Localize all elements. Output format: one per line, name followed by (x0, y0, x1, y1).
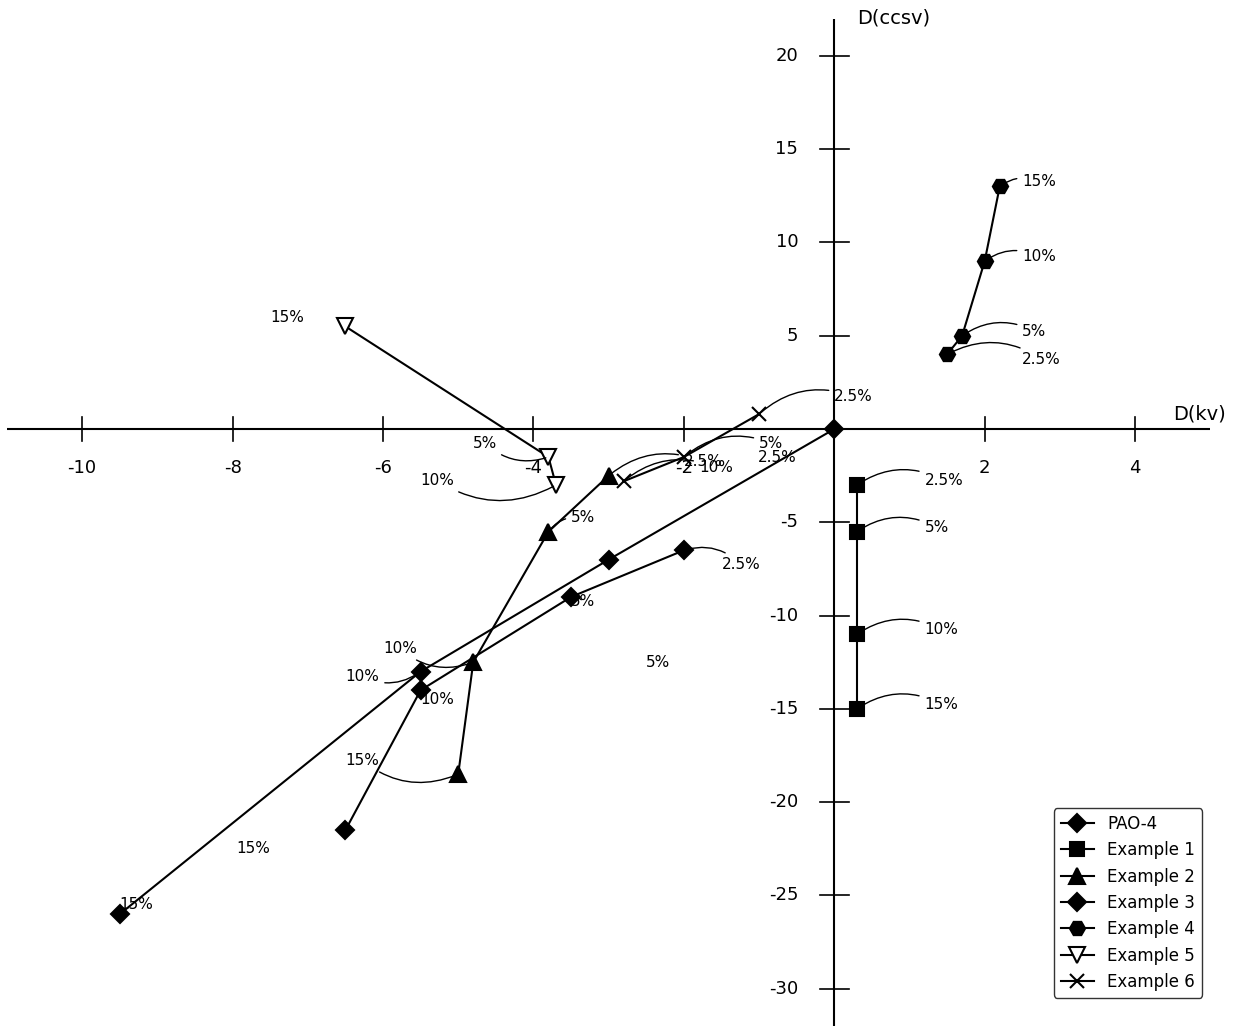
Text: -4: -4 (525, 460, 542, 477)
Line: PAO-4: PAO-4 (114, 422, 841, 920)
Text: 2.5%: 2.5% (859, 470, 963, 488)
PAO-4 (601, 554, 616, 566)
Text: 15%: 15% (346, 753, 455, 782)
Text: -20: -20 (769, 793, 799, 811)
Text: 15%: 15% (120, 898, 154, 912)
Text: 5%: 5% (474, 436, 546, 461)
PAO-4 (413, 665, 428, 678)
Text: 2.5%: 2.5% (761, 389, 873, 412)
Example 3 (676, 544, 691, 557)
Text: 5%: 5% (965, 322, 1047, 339)
Text: -25: -25 (769, 886, 799, 905)
Text: 15%: 15% (270, 310, 304, 324)
Line: Example 2: Example 2 (450, 468, 616, 782)
Line: Example 1: Example 1 (849, 478, 864, 716)
Text: 2.5%: 2.5% (611, 453, 723, 474)
Example 3 (564, 591, 579, 603)
Example 4 (992, 181, 1007, 193)
Text: 2.5%: 2.5% (950, 343, 1061, 367)
Text: -10: -10 (769, 606, 799, 625)
Text: -30: -30 (769, 979, 799, 998)
Text: 5%: 5% (551, 510, 595, 530)
Line: Example 5: Example 5 (337, 319, 564, 493)
Example 1 (849, 526, 864, 538)
Text: 10%: 10% (987, 249, 1056, 264)
Example 4 (955, 330, 970, 342)
Line: Example 4: Example 4 (940, 179, 1007, 362)
Text: -2: -2 (675, 460, 693, 477)
Text: 5%: 5% (572, 594, 595, 609)
Text: 10%: 10% (346, 669, 418, 684)
Text: 2: 2 (978, 460, 991, 477)
Example 5 (541, 450, 556, 463)
Text: 10: 10 (775, 233, 799, 251)
Line: Example 6: Example 6 (616, 407, 766, 489)
PAO-4 (113, 908, 128, 920)
Text: -8: -8 (223, 460, 242, 477)
Example 1 (849, 628, 864, 640)
Example 6 (616, 475, 631, 488)
Line: Example 3: Example 3 (340, 544, 691, 837)
Text: 4: 4 (1130, 460, 1141, 477)
Text: 15%: 15% (859, 694, 959, 712)
Text: -15: -15 (769, 700, 799, 718)
Text: 5%: 5% (859, 518, 949, 535)
Text: 2.5%: 2.5% (687, 547, 760, 572)
Legend: PAO-4, Example 1, Example 2, Example 3, Example 4, Example 5, Example 6: PAO-4, Example 1, Example 2, Example 3, … (1054, 808, 1202, 998)
Text: 15%: 15% (237, 841, 270, 856)
Text: D(kv): D(kv) (1173, 405, 1225, 424)
PAO-4 (827, 422, 842, 435)
Example 6 (676, 450, 691, 463)
Text: 10%: 10% (420, 473, 553, 501)
Example 1 (849, 479, 864, 492)
Text: -10: -10 (68, 460, 97, 477)
Example 2 (466, 656, 481, 668)
Text: 10%: 10% (626, 460, 733, 479)
Example 5 (548, 479, 563, 492)
Example 5 (339, 320, 353, 333)
Text: 10%: 10% (859, 619, 959, 637)
Example 4 (977, 255, 992, 268)
Example 2 (601, 469, 616, 481)
Example 1 (849, 702, 864, 715)
Text: 5: 5 (786, 326, 799, 345)
Text: 2.5%: 2.5% (758, 449, 796, 465)
Example 6 (751, 408, 766, 420)
Text: -5: -5 (780, 513, 799, 531)
Text: 5%: 5% (686, 436, 784, 456)
Example 2 (451, 768, 466, 780)
Example 4 (940, 348, 955, 361)
Example 3 (413, 684, 428, 696)
Text: 5%: 5% (646, 655, 671, 669)
Text: 10%: 10% (383, 640, 471, 667)
Example 3 (339, 824, 353, 837)
Text: D(ccsv): D(ccsv) (857, 9, 930, 28)
Text: 10%: 10% (420, 692, 455, 707)
Example 2 (541, 526, 556, 538)
Text: 15%: 15% (1002, 175, 1056, 189)
Text: 15: 15 (775, 140, 799, 158)
Text: -6: -6 (374, 460, 392, 477)
Text: 20: 20 (775, 46, 799, 65)
